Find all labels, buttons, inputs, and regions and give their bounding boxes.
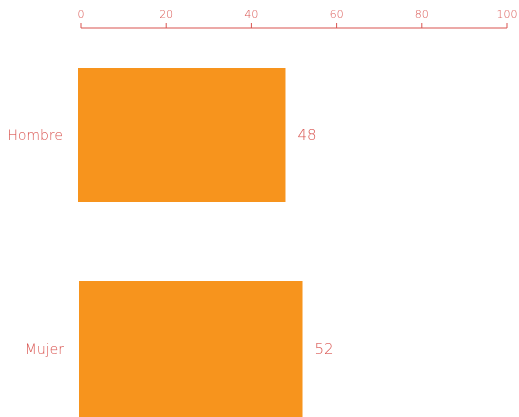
labels: Hombre 48 Mujer 52 xyxy=(7,126,333,358)
x-tick-label-20: 20 xyxy=(159,8,173,21)
category-label-mujer: Mujer xyxy=(25,342,64,358)
x-tick-label-40: 40 xyxy=(244,8,258,21)
category-label-hombre: Hombre xyxy=(7,128,63,144)
x-tick-label-60: 60 xyxy=(330,8,344,21)
x-tick-label-0: 0 xyxy=(78,8,85,21)
bars xyxy=(78,68,303,417)
bar-mujer xyxy=(79,281,303,417)
x-tick-label-80: 80 xyxy=(415,8,429,21)
x-axis: 0 20 40 60 80 100 xyxy=(78,8,518,29)
bar-hombre xyxy=(78,68,286,202)
data-label-mujer: 52 xyxy=(315,340,334,358)
data-label-hombre: 48 xyxy=(297,126,316,144)
x-tick-label-100: 100 xyxy=(497,8,518,21)
